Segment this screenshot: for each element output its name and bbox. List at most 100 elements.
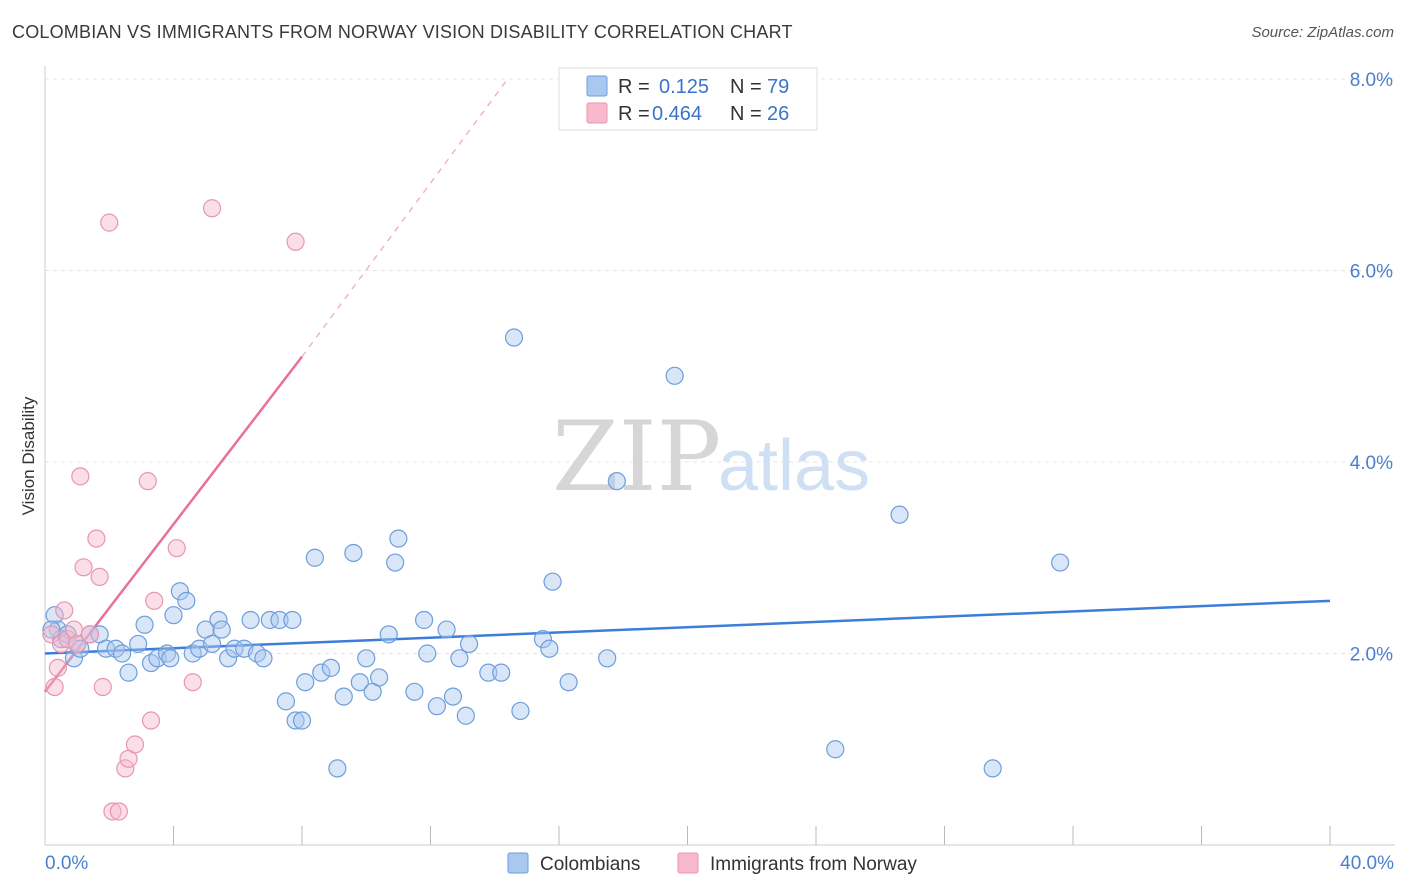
- legend-r-label-1: R =: [618, 76, 650, 98]
- colombians-point: [119, 663, 138, 682]
- colombians-point: [357, 649, 376, 668]
- legend-swatch-norway: [586, 102, 608, 124]
- legend-n-value-1: 79: [767, 76, 789, 98]
- colombians-point: [479, 663, 498, 682]
- bottom-legend-swatch-norway: [677, 852, 699, 874]
- colombians-point: [321, 658, 341, 677]
- colombians-point: [164, 606, 183, 625]
- y-tick-label: 4.0%: [1350, 453, 1393, 474]
- colombians-point: [418, 644, 437, 663]
- norway-point: [103, 802, 122, 821]
- colombians-point: [45, 606, 64, 625]
- colombians-point: [890, 505, 909, 524]
- source-credit: Source: ZipAtlas.com: [1251, 24, 1394, 41]
- norway-point: [58, 630, 77, 649]
- norway-point: [116, 759, 135, 778]
- colombians-point: [212, 620, 231, 639]
- bottom-legend-swatch-colombians: [507, 852, 529, 874]
- colombians-point: [459, 634, 479, 654]
- legend-swatch-colombians: [586, 75, 608, 97]
- norway-point: [183, 673, 202, 692]
- norway-point: [90, 567, 109, 587]
- legend-n-label-1: N =: [730, 76, 762, 98]
- colombians-point: [305, 548, 324, 567]
- colombians-point: [328, 759, 347, 778]
- colombians-point: [64, 649, 84, 668]
- colombians-point: [276, 692, 296, 711]
- colombians-point: [427, 697, 447, 716]
- colombians-point: [543, 572, 562, 591]
- legend-n-label-2: N =: [730, 103, 762, 125]
- colombians-point: [296, 673, 315, 692]
- norway-point: [167, 539, 186, 558]
- colombians-point: [443, 687, 463, 706]
- colombians-point: [270, 610, 289, 630]
- colombians-point: [260, 610, 279, 630]
- legend-n-value-2: 26: [767, 103, 789, 125]
- y-tick-label: 6.0%: [1350, 262, 1393, 283]
- grid-layer: [45, 78, 1395, 654]
- norway-point: [87, 529, 106, 548]
- norway-point: [45, 677, 64, 697]
- colombians-point: [129, 634, 148, 654]
- y-tick-label: 8.0%: [1350, 70, 1393, 91]
- colombians-point: [983, 759, 1002, 778]
- colombians-point: [334, 687, 353, 706]
- colombians-point: [405, 682, 424, 701]
- colombians-point: [370, 668, 389, 687]
- chart-title: COLOMBIAN VS IMMIGRANTS FROM NORWAY VISI…: [12, 22, 793, 42]
- colombians-point: [344, 543, 363, 563]
- legend-r-value-2: 0.464: [652, 103, 702, 125]
- watermark-atlas: atlas: [718, 426, 870, 506]
- colombians-point: [504, 328, 524, 347]
- colombians-point: [492, 663, 511, 682]
- norway-point: [125, 735, 145, 754]
- x-tick-label: 0.0%: [45, 853, 88, 874]
- norway-point: [71, 467, 90, 486]
- norway-point: [141, 711, 161, 730]
- colombians-point: [665, 366, 684, 385]
- colombians-point: [254, 649, 273, 668]
- norway-point: [74, 558, 93, 577]
- y-tick-label: 2.0%: [1350, 645, 1393, 666]
- colombians-point: [1051, 553, 1070, 572]
- colombians-point: [148, 649, 167, 668]
- colombians-point: [559, 673, 578, 692]
- colombians-point: [598, 649, 617, 668]
- colombians-point: [533, 630, 553, 649]
- norway-point: [202, 199, 222, 218]
- x-tick-label: 40.0%: [1340, 853, 1394, 874]
- norway-point: [68, 634, 87, 654]
- axes-layer: [44, 66, 1395, 846]
- colombians-point: [312, 663, 331, 682]
- bottom-legend: Colombians Immigrants from Norway: [507, 852, 917, 875]
- colombians-point: [42, 620, 61, 639]
- y-axis-label: Vision Disability: [19, 396, 38, 515]
- norway-point: [138, 472, 157, 491]
- colombians-point: [607, 472, 626, 491]
- colombians-point: [456, 706, 475, 725]
- colombians-point: [286, 711, 305, 730]
- norway-point: [55, 601, 74, 620]
- colombians-point: [202, 634, 222, 654]
- norway-point: [286, 232, 305, 251]
- norway-point: [145, 591, 164, 610]
- tick-labels: 2.0% 4.0% 6.0% 8.0% 0.0% 40.0%: [45, 70, 1394, 874]
- colombians-point: [177, 591, 196, 610]
- colombians-point: [386, 553, 405, 572]
- legend-r-value-1: 0.125: [659, 76, 709, 98]
- colombians-point: [350, 673, 369, 692]
- colombians-point: [241, 610, 260, 630]
- watermark-zip: ZIP: [552, 401, 721, 513]
- colombians-point: [283, 610, 302, 630]
- colombians-point: [161, 649, 180, 668]
- colombians-point: [135, 615, 154, 634]
- bottom-legend-colombians: Colombians: [540, 854, 640, 875]
- colombians-point: [826, 740, 845, 759]
- colombians-point: [170, 582, 190, 601]
- colombians-point: [389, 529, 408, 548]
- legend-r-label-2: R =: [618, 103, 650, 125]
- data-points: [42, 199, 1070, 821]
- norway-trend-extension: [301, 78, 509, 358]
- colombians-point: [511, 701, 530, 721]
